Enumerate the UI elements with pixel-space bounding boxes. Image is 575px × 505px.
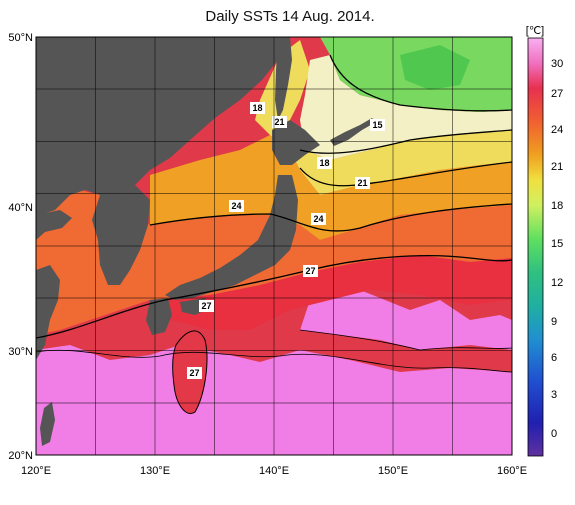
shandong (36, 210, 72, 240)
colorbar-tick-6: 6 (551, 352, 557, 364)
hokkaido (272, 120, 320, 165)
colorbar-tick-18: 18 (551, 200, 563, 212)
colorbar-tick-9: 9 (551, 316, 557, 328)
contour-15 (329, 54, 512, 112)
contour-30 (36, 349, 512, 373)
colorbar-tick-21: 21 (551, 161, 563, 173)
taiwan (40, 402, 55, 446)
map-frame (35, 36, 513, 456)
contour-label-27c: 27 (189, 368, 199, 378)
contour-label-24b: 24 (313, 214, 323, 224)
contour-labels: 18 21 15 18 21 24 24 27 27 27 (187, 102, 385, 379)
sst-27-zone (150, 255, 512, 330)
sst-30-patch (300, 290, 512, 350)
lon-tick-130: 130°E (140, 465, 170, 477)
colorbar-tick-12: 12 (551, 277, 563, 289)
colorbar-tick-24: 24 (551, 124, 563, 136)
colorbar: [℃] 30 27 24 21 18 15 12 9 6 3 0 (526, 25, 563, 457)
colorbar-tick-3: 3 (551, 389, 557, 401)
asia-mainland (36, 37, 280, 215)
contour-27 (36, 255, 512, 339)
gridlines (36, 37, 512, 455)
sst-18-band (255, 40, 512, 195)
contour-label-27b: 27 (201, 301, 211, 311)
map-area: 18 21 15 18 21 24 24 27 27 27 (36, 37, 512, 455)
lon-tick-140: 140°E (259, 465, 289, 477)
sst-21-band (150, 135, 512, 240)
colorbar-tick-27: 27 (551, 88, 563, 100)
lon-tick-120: 120°E (21, 465, 51, 477)
contour-label-24a: 24 (231, 201, 241, 211)
colorbar-gradient (527, 37, 544, 457)
contour-18 (299, 129, 512, 154)
colorbar-unit: [℃] (526, 25, 544, 37)
lon-tick-160: 160°E (497, 465, 527, 477)
lat-tick-20: 20°N (8, 450, 33, 462)
kuril-islands (330, 118, 376, 146)
lon-tick-150: 150°E (378, 465, 408, 477)
contour-label-18a: 18 (252, 103, 262, 113)
contour-label-27a: 27 (305, 266, 315, 276)
contour-21 (299, 161, 512, 187)
colorbar-tick-0: 0 (551, 428, 557, 440)
contour-label-15: 15 (372, 120, 382, 130)
korean-peninsula (92, 185, 150, 285)
colorbar-tick-15: 15 (551, 238, 563, 250)
colorbar-tick-30: 30 (551, 58, 563, 70)
lat-tick-30: 30°N (8, 346, 33, 358)
contour-24 (149, 203, 512, 232)
kyushu (146, 298, 172, 335)
sakhalin (275, 37, 292, 120)
lat-tick-50: 50°N (8, 32, 33, 44)
contour-label-21a: 21 (274, 117, 284, 127)
contour-label-18b: 18 (319, 158, 329, 168)
honshu (165, 175, 298, 300)
contour-label-21b: 21 (357, 178, 367, 188)
contour-wake (172, 330, 208, 414)
map-title: Daily SSTs 14 Aug. 2014. (205, 8, 374, 25)
lat-tick-40: 40°N (8, 202, 33, 214)
